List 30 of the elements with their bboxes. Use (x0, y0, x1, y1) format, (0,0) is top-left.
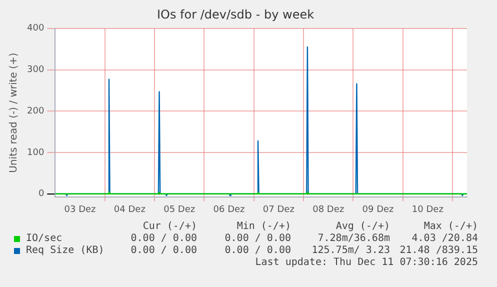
x-tick-label: 08 Dez (312, 204, 344, 215)
text: Avg (-/+) (336, 221, 390, 232)
y-tick-label: 100 (26, 148, 44, 158)
y-tick-label: 200 (26, 106, 44, 116)
text: 0.00 / 0.00 (224, 233, 291, 244)
legend-label: Req Size (KB) (26, 245, 104, 256)
y-tick-label: 400 (26, 24, 44, 34)
legend-label: IO/sec (26, 233, 62, 244)
text: Cur (-/+) (142, 221, 197, 232)
text: 125.75m/ 3.23 (312, 245, 390, 256)
chart-title: IOs for /dev/sdb - by week (156, 7, 314, 22)
x-tick-label: 05 Dez (164, 204, 196, 215)
text: 21.48 /839.15 (400, 245, 478, 256)
text: 0.00 / 0.00 (130, 245, 197, 256)
text: 7.28m/36.68m (318, 233, 390, 244)
x-tick-label: 06 Dez (213, 204, 246, 215)
y-axis-title: Units read (-) / write (+) (8, 52, 20, 173)
text: 0.00 / 0.00 (130, 233, 197, 244)
text: 0.00 / 0.00 (224, 245, 291, 256)
y-tick-label: 0 (38, 189, 44, 200)
text: Max (-/+) (424, 221, 478, 232)
text: Last update: Thu Dec 11 07:30:16 2025 (255, 257, 478, 268)
x-tick-label: 04 Dez (114, 204, 146, 215)
y-tick-label: 300 (26, 65, 44, 76)
x-tick-label: 10 Dez (412, 204, 444, 215)
text: Min (-/+) (236, 221, 291, 232)
x-tick-label: 03 Dez (64, 204, 96, 215)
x-tick-label: 07 Dez (262, 204, 295, 215)
x-tick-label: 09 Dez (362, 204, 394, 215)
text: 4.03 /20.84 (412, 233, 478, 244)
